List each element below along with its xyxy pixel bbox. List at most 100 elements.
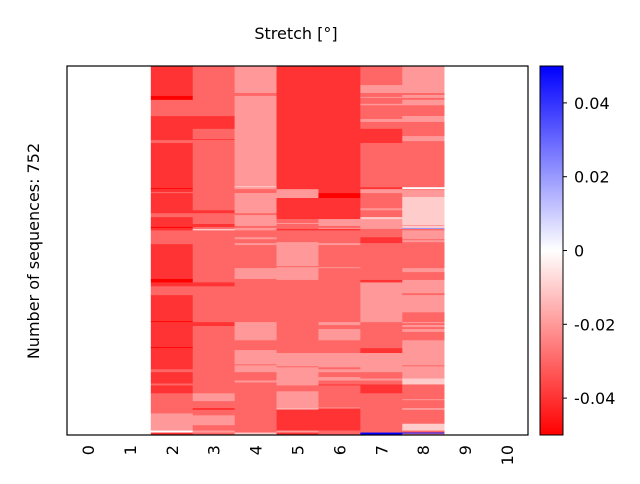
heatmap-cell [234,365,277,373]
heatmap-cell [150,286,194,296]
heatmap-cell [234,227,277,231]
heatmap-cell [150,347,194,349]
x-tick-label: 6 [330,445,349,455]
heatmap-cell [318,245,361,268]
x-tick-label: 2 [163,445,182,455]
heatmap-cell [360,282,403,323]
heatmap-cell [234,372,277,381]
heatmap-cell [150,143,194,189]
heatmap-cell [150,226,194,229]
heatmap-cell [234,66,277,94]
heatmap-cell [318,408,361,431]
heatmap-cell [150,66,194,97]
heatmap-cell [360,96,403,99]
heatmap-cell [402,295,445,313]
heatmap-cell [318,227,361,230]
colorbar-tick-label: -0.02 [574,315,615,334]
heatmap-cell [318,225,361,229]
heatmap-cell [234,243,277,246]
heatmap-cell [276,391,319,409]
x-tick-label: 8 [414,445,433,455]
heatmap-cell [402,92,445,96]
heatmap-cell [234,187,277,190]
heatmap-cell [192,430,235,433]
heatmap-cell [192,415,235,426]
heatmap-cell [360,432,403,436]
heatmap-cell [360,66,403,86]
heatmap-cell [234,230,277,238]
heatmap-cell [402,268,445,273]
heatmap-cell [192,213,235,225]
heatmap-cell [150,188,194,190]
heatmap-cell [402,423,445,431]
heatmap-cell [360,128,403,144]
heatmap-cell [192,140,235,211]
heatmap-cell [360,219,403,230]
x-tick-labels: 0 1 2 3 4 5 6 7 8 9 10 [79,445,517,465]
heatmap-cell [360,103,403,106]
heatmap-cell [402,227,445,230]
heatmap-cell [402,141,445,188]
x-tick-label: 3 [205,445,224,455]
heatmap-cell [360,322,403,349]
heatmap-cell [276,230,319,243]
heatmap-cell [234,340,277,351]
heatmap-cell [234,322,277,341]
heatmap-cell [402,240,445,243]
heatmap-cell [276,228,319,231]
heatmap-cell [192,286,235,323]
heatmap-cell [234,278,277,323]
heatmap-cell [402,121,445,137]
heatmap-cell [150,189,194,193]
x-tick-label: 1 [121,445,140,455]
heatmap-cell [402,224,445,227]
heatmap-cell [402,325,445,328]
heatmap-cell [150,193,194,214]
heatmap-cell [150,369,194,373]
heatmap-cell [360,210,403,218]
heatmap-cell [402,105,445,117]
chart-title: Stretch [°] [254,24,337,43]
heatmap-cell [192,230,235,283]
colorbar-ticks: 0.04 0.02 0 -0.02 -0.04 [563,94,615,408]
plot-frame [66,65,529,436]
heatmap-cell [150,430,194,433]
heatmap-cell [318,377,361,381]
heatmap-cell [234,350,277,365]
heatmap-cell [150,217,194,228]
heatmap-cell [234,432,277,436]
heatmap-cell [150,244,194,280]
heatmap-cell [402,187,445,190]
heatmap-cell [192,139,235,141]
heatmap-cell [150,192,194,194]
x-tick-label: 7 [372,445,391,455]
y-axis-label: Number of sequences: 752 [24,143,43,359]
heatmap-cell [402,293,445,296]
heatmap-cell [402,136,445,142]
heatmap-cell [192,393,235,402]
heatmap-cell [192,210,235,214]
x-tick-label: 10 [498,445,517,465]
heatmap-cell [402,197,445,226]
heatmap-cell [360,228,403,238]
heatmap-cell [402,432,445,434]
colorbar-tick-label: -0.04 [574,389,615,408]
heatmap-cell [402,365,445,367]
heatmap-cell [150,393,194,414]
heatmap-cell [192,128,235,140]
heatmap-cell [318,322,361,326]
heatmap-cell [234,193,277,214]
heatmap-cell [402,190,445,198]
heatmap-cell [402,239,445,241]
heatmap-cell [402,94,445,99]
heatmap-cell [150,278,194,283]
heatmap-cell [192,409,235,416]
heatmap-cell [402,279,445,294]
heatmap-cell [402,272,445,281]
heatmap-cell [276,432,319,436]
heatmap-cell [402,189,445,191]
heatmap-cell [192,322,235,327]
heatmap-cell [192,432,235,436]
heatmap-cell [402,225,445,229]
heatmap-cell [276,223,319,225]
